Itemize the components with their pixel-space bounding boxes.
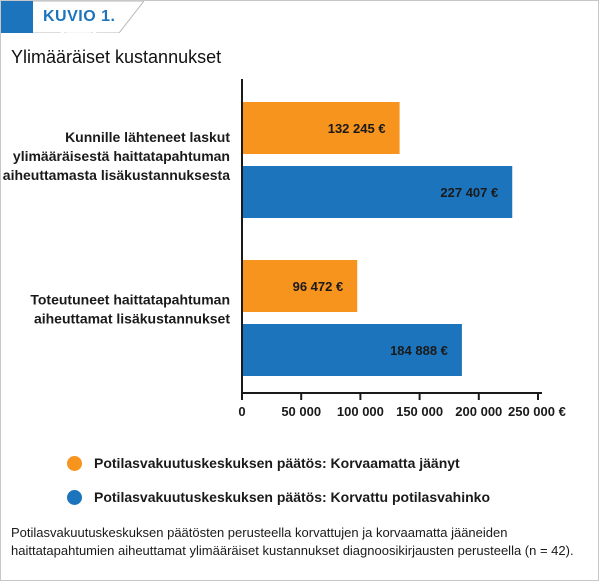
legend-label-korvaamatta: Potilasvakuutuskeskuksen päätös: Korvaam… [94, 455, 460, 471]
category-label: Kunnille lähteneet laskut [65, 129, 230, 145]
figure-caption: Potilasvakuutuskeskuksen päätösten perus… [11, 525, 574, 558]
x-tick-label: 50 000 [281, 404, 321, 419]
legend-item-blue: Potilasvakuutuskeskuksen päätös: Korvatt… [67, 480, 567, 514]
chart-title: Ylimääräiset kustannukset [11, 47, 222, 67]
category-label: ylimääräisestä haittatapahtuman [13, 148, 230, 164]
x-tick-label: 200 000 [455, 404, 502, 419]
x-tick-label: 0 [238, 404, 245, 419]
x-tick-label: 100 000 [337, 404, 384, 419]
legend-item-orange: Potilasvakuutuskeskuksen päätös: Korvaam… [67, 446, 567, 480]
legend: Potilasvakuutuskeskuksen päätös: Korvaam… [67, 446, 567, 514]
bar-value-label: 184 888 € [390, 343, 448, 358]
bar-korvaamatta [243, 260, 358, 312]
bar-korvaamatta [243, 102, 400, 154]
figure-header-tab: KUVIO 1. [1, 1, 144, 40]
bar-korvattu [243, 324, 462, 376]
bar-value-label: 132 245 € [328, 121, 386, 136]
image-icon [7, 8, 97, 40]
bar-value-label: 227 407 € [440, 185, 498, 200]
category-label: aiheuttamasta lisäkustannuksesta [3, 167, 230, 183]
legend-label-korvattu: Potilasvakuutuskeskuksen päätös: Korvatt… [94, 489, 491, 505]
x-tick-label: 150 000 [396, 404, 443, 419]
x-tick-label: 250 000 € [508, 404, 566, 419]
legend-swatch-blue [67, 489, 82, 505]
bar-value-label: 96 472 € [293, 279, 344, 294]
category-label: Toteutuneet haittatapahtuman [30, 292, 230, 308]
legend-swatch-orange [67, 455, 82, 471]
bar-korvattu [243, 166, 513, 218]
bar-chart: 0 50 000 100 000 150 000 200 000 250 000 € 132… [3, 79, 566, 419]
figure-label: KUVIO 1. [43, 8, 116, 25]
category-label: aiheuttamat lisäkustannukset [34, 311, 230, 327]
